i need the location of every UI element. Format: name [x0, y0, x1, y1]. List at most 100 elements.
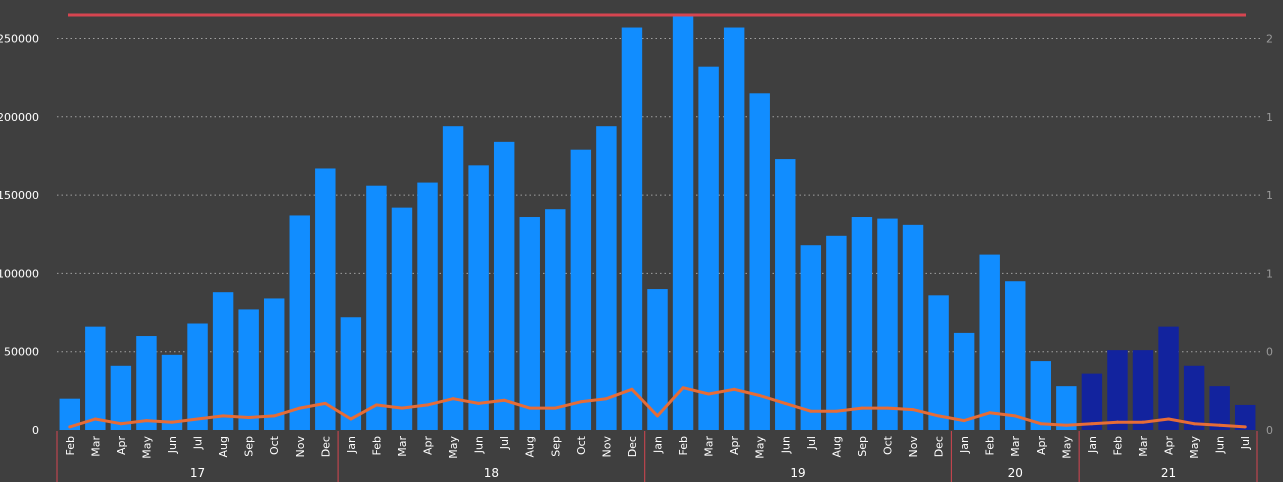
bar[interactable]	[442, 126, 464, 430]
bar[interactable]	[59, 398, 80, 430]
year-axis: 17 18 19 20 21	[56, 431, 1258, 482]
x-tick-label: Jan	[1086, 436, 1099, 454]
y-tick-label: 150000	[0, 189, 39, 202]
bar[interactable]	[1081, 373, 1103, 430]
x-tick-label: Oct	[575, 435, 588, 455]
bar[interactable]	[340, 317, 362, 430]
bar[interactable]	[161, 354, 183, 430]
bar[interactable]	[1183, 365, 1205, 430]
bar[interactable]	[391, 207, 413, 430]
x-tick-label: Mar	[1137, 436, 1150, 457]
x-tick-label: Apr	[1035, 436, 1048, 456]
line-point	[860, 406, 864, 410]
line-point	[783, 401, 787, 405]
y-tick-label: 50000	[4, 346, 39, 359]
y-tick-label: 200000	[0, 111, 39, 124]
line-point	[630, 387, 634, 391]
bar[interactable]	[545, 209, 566, 430]
x-tick-label: Mar	[89, 436, 102, 457]
bar[interactable]	[1005, 281, 1026, 430]
x-tick-label: Jun	[166, 436, 179, 454]
bar[interactable]	[289, 215, 310, 430]
bar[interactable]	[953, 332, 975, 430]
bar[interactable]	[723, 27, 745, 431]
bar[interactable]	[1030, 361, 1052, 430]
bar[interactable]	[877, 218, 898, 430]
year-label: 20	[1008, 466, 1023, 480]
bar[interactable]	[468, 165, 489, 430]
y-right-tick-label: 1	[1266, 111, 1273, 124]
y-tick-label: 100000	[0, 267, 39, 280]
trend-line	[68, 386, 1247, 429]
bar[interactable]	[1209, 386, 1230, 430]
bar[interactable]	[928, 295, 949, 430]
bar[interactable]	[570, 149, 592, 430]
line-point	[1218, 423, 1222, 427]
bar[interactable]	[647, 289, 668, 430]
x-tick-label: Jan	[958, 436, 971, 454]
bar[interactable]	[902, 224, 924, 430]
x-tick-label: Dec	[319, 436, 332, 457]
x-tick-label: May	[754, 436, 767, 459]
bar[interactable]	[775, 159, 796, 430]
x-tick-label: Jul	[498, 436, 511, 450]
bar[interactable]	[519, 217, 540, 430]
bar[interactable]	[1132, 350, 1154, 430]
bar[interactable]	[85, 326, 106, 430]
line-point	[758, 394, 762, 398]
line-point	[553, 406, 557, 410]
line-point	[911, 408, 915, 412]
x-tick-label: Aug	[830, 436, 843, 457]
bar[interactable]	[826, 235, 847, 430]
x-tick-label: Apr	[115, 436, 128, 456]
x-tick-label: Oct	[881, 435, 894, 455]
x-tick-label: Feb	[677, 436, 690, 455]
x-tick-label: Nov	[907, 436, 920, 458]
gridlines	[57, 37, 1262, 353]
line-point	[221, 414, 225, 418]
bar[interactable]	[621, 27, 643, 431]
bar[interactable]	[1235, 404, 1256, 430]
bar[interactable]	[136, 336, 157, 430]
bar[interactable]	[1158, 326, 1179, 430]
line-point	[528, 406, 532, 410]
x-tick-label: Dec	[933, 436, 946, 457]
line-point	[1090, 422, 1094, 426]
bar[interactable]	[698, 66, 719, 430]
bar[interactable]	[672, 15, 694, 430]
bar[interactable]	[493, 141, 515, 430]
x-tick-label: May	[140, 436, 153, 459]
year-label: 18	[484, 466, 499, 480]
bar[interactable]	[212, 292, 234, 430]
y-tick-label: 250000	[0, 32, 39, 45]
y-right-tick-label: 1	[1266, 189, 1273, 202]
x-tick-label: Apr	[1163, 436, 1176, 456]
x-tick-label: Jan	[652, 436, 665, 454]
line-point	[144, 419, 148, 423]
bar[interactable]	[263, 298, 285, 430]
y-right-tick-label: 0	[1266, 346, 1273, 359]
bar[interactable]	[800, 245, 822, 430]
bar[interactable]	[110, 365, 132, 430]
x-tick-label: Aug	[217, 436, 230, 457]
x-tick-label: Apr	[728, 436, 741, 456]
bar[interactable]	[851, 217, 873, 430]
bar[interactable]	[596, 126, 617, 430]
line-point	[885, 406, 889, 410]
bar[interactable]	[366, 185, 387, 430]
x-tick-label: Sep	[856, 436, 869, 457]
x-tick-label: Jul	[192, 436, 205, 450]
line-point	[988, 411, 992, 415]
x-tick-label: Feb	[984, 436, 997, 455]
bar[interactable]	[238, 309, 259, 430]
bar[interactable]	[1056, 386, 1077, 430]
bar[interactable]	[749, 93, 770, 431]
bar[interactable]	[417, 182, 438, 430]
bar[interactable]	[1107, 350, 1128, 430]
bar[interactable]	[187, 323, 208, 430]
x-tick-label: Jun	[779, 436, 792, 454]
line-point	[681, 386, 685, 390]
bar[interactable]	[979, 254, 1000, 430]
x-tick-label: Nov	[600, 436, 613, 458]
bar[interactable]	[315, 168, 336, 431]
